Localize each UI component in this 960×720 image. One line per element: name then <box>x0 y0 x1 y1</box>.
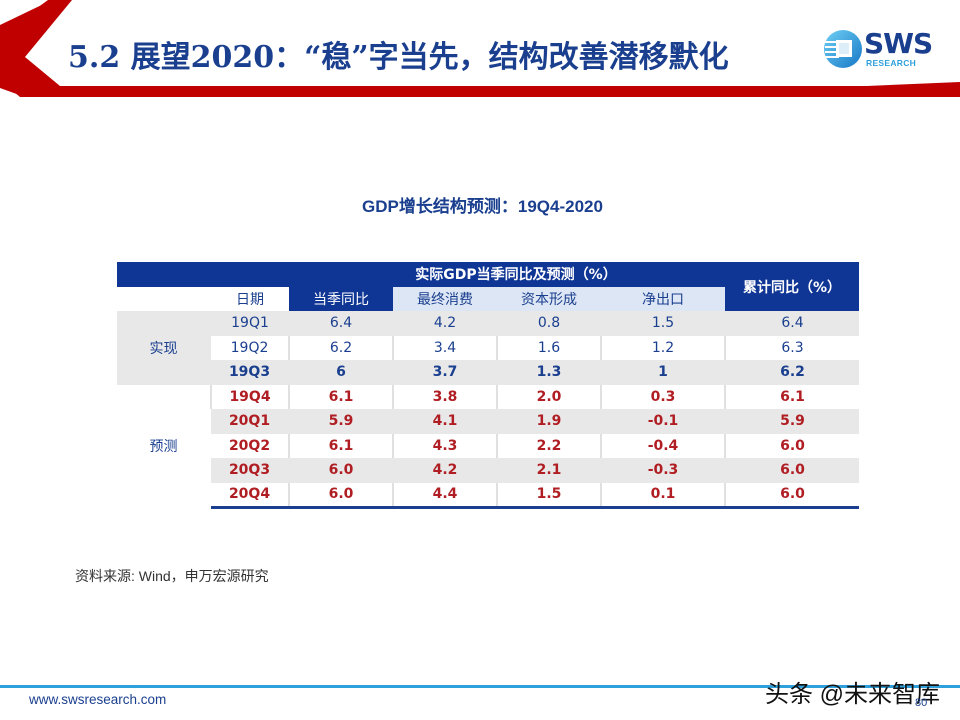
cell-cumulative: 5.9 <box>724 409 859 434</box>
footer-url: www.swsresearch.com <box>29 692 167 707</box>
col-header-capital: 资本形成 <box>497 286 601 311</box>
cell-date: 19Q4 <box>210 384 289 409</box>
cell-net-export: 1 <box>600 360 725 385</box>
cell-capital: 2.0 <box>496 384 601 409</box>
table-row: 19Q3 6 3.7 1.3 1 6.2 <box>117 360 859 385</box>
logo-sub-text: RESEARCH <box>866 58 917 68</box>
cell-date: 20Q1 <box>211 409 289 434</box>
table-row: 20Q3 6.0 4.2 2.1 -0.3 6.0 <box>117 458 859 483</box>
table-row: 20Q2 6.1 4.3 2.2 -0.4 6.0 <box>117 433 859 458</box>
cell-net-export: -0.4 <box>600 433 725 458</box>
blank-header-cell <box>117 286 211 311</box>
cell-cumulative: 6.0 <box>724 458 859 483</box>
cell-cumulative: 6.4 <box>724 311 859 336</box>
cell-capital: 1.5 <box>496 482 601 509</box>
cell-consumption: 4.3 <box>392 433 497 458</box>
cell-consumption: 3.7 <box>392 360 497 385</box>
slide-title: 5.2 展望2020：“稳”字当先，结构改善潜移默化 <box>68 40 729 75</box>
col-header-date: 日期 <box>211 286 289 311</box>
slide-header: 5.2 展望2020：“稳”字当先，结构改善潜移默化 SWS RESEARCH <box>0 0 960 100</box>
cell-net-export: 1.5 <box>600 311 725 336</box>
table-row: 实现 19Q1 6.4 4.2 0.8 1.5 6.4 <box>117 311 859 385</box>
col-header-consumption: 最终消费 <box>393 286 497 311</box>
page-number: 80 <box>915 697 928 709</box>
cell-date: 20Q3 <box>211 458 289 483</box>
cell-capital: 0.8 <box>496 311 601 336</box>
cell-capital: 1.6 <box>496 335 601 360</box>
cell-capital: 2.1 <box>496 458 601 483</box>
group-label-forecast: 预测 <box>117 384 211 507</box>
group-header: 实际GDP当季同比及预测（%） <box>117 262 725 287</box>
cell-date: 20Q2 <box>211 433 289 458</box>
cell-cumulative: 6.2 <box>724 360 859 385</box>
cell-date: 19Q3 <box>211 360 289 385</box>
col-header-yoy: 当季同比 <box>289 286 393 311</box>
cell-net-export: 0.1 <box>600 482 725 509</box>
gdp-forecast-table: 实际GDP当季同比及预测（%） 累计同比（%） 日期 当季同比 最终消费 资本形… <box>117 262 859 509</box>
cell-consumption: 3.8 <box>392 384 497 409</box>
col-header-net-export: 净出口 <box>601 286 725 311</box>
sws-logo: SWS RESEARCH <box>822 27 942 72</box>
cell-cumulative: 6.0 <box>724 482 859 509</box>
cell-net-export: -0.3 <box>600 458 725 483</box>
cell-yoy: 6.0 <box>288 482 393 509</box>
table-row: 19Q2 6.2 3.4 1.6 1.2 6.3 <box>117 335 859 360</box>
watermark-text: 头条 @未来智库 <box>765 681 941 708</box>
cell-date: 19Q2 <box>211 335 289 360</box>
cell-yoy: 5.9 <box>288 409 393 434</box>
cell-yoy: 6.4 <box>288 311 393 336</box>
data-source-note: 资料来源: Wind，申万宏源研究 <box>75 568 269 584</box>
cell-yoy: 6.2 <box>288 335 393 360</box>
cell-cumulative: 6.0 <box>724 433 859 458</box>
table-row: 20Q4 6.0 4.4 1.5 0.1 6.0 <box>117 482 859 509</box>
logo-brand-text: SWS <box>864 27 933 60</box>
header-frame-decoration <box>0 0 960 97</box>
cell-cumulative: 6.3 <box>724 335 859 360</box>
cell-capital: 1.3 <box>496 360 601 385</box>
cell-net-export: 0.3 <box>600 384 725 409</box>
cell-capital: 1.9 <box>496 409 601 434</box>
cell-capital: 2.2 <box>496 433 601 458</box>
cell-consumption: 3.4 <box>392 335 497 360</box>
cell-yoy: 6.1 <box>288 433 393 458</box>
cell-net-export: 1.2 <box>600 335 725 360</box>
cell-consumption: 4.2 <box>392 458 497 483</box>
group-label-actual: 实现 <box>117 311 211 385</box>
cell-date: 20Q4 <box>211 482 289 509</box>
cumulative-header: 累计同比（%） <box>725 262 859 311</box>
cell-cumulative: 6.1 <box>724 384 859 409</box>
cell-consumption: 4.2 <box>392 311 497 336</box>
cell-yoy: 6.1 <box>288 384 393 409</box>
cell-net-export: -0.1 <box>600 409 725 434</box>
table-title: GDP增长结构预测：19Q4-2020 <box>362 197 603 216</box>
sws-logo-icon <box>824 30 862 68</box>
cell-consumption: 4.4 <box>392 482 497 509</box>
table-row: 20Q1 5.9 4.1 1.9 -0.1 5.9 <box>117 409 859 434</box>
table-row: 预测 19Q4 6.1 3.8 2.0 0.3 6.1 <box>117 384 859 507</box>
cell-yoy: 6.0 <box>288 458 393 483</box>
cell-consumption: 4.1 <box>392 409 497 434</box>
footer-divider <box>0 685 960 688</box>
cell-date: 19Q1 <box>210 311 289 336</box>
cell-yoy: 6 <box>288 360 393 385</box>
